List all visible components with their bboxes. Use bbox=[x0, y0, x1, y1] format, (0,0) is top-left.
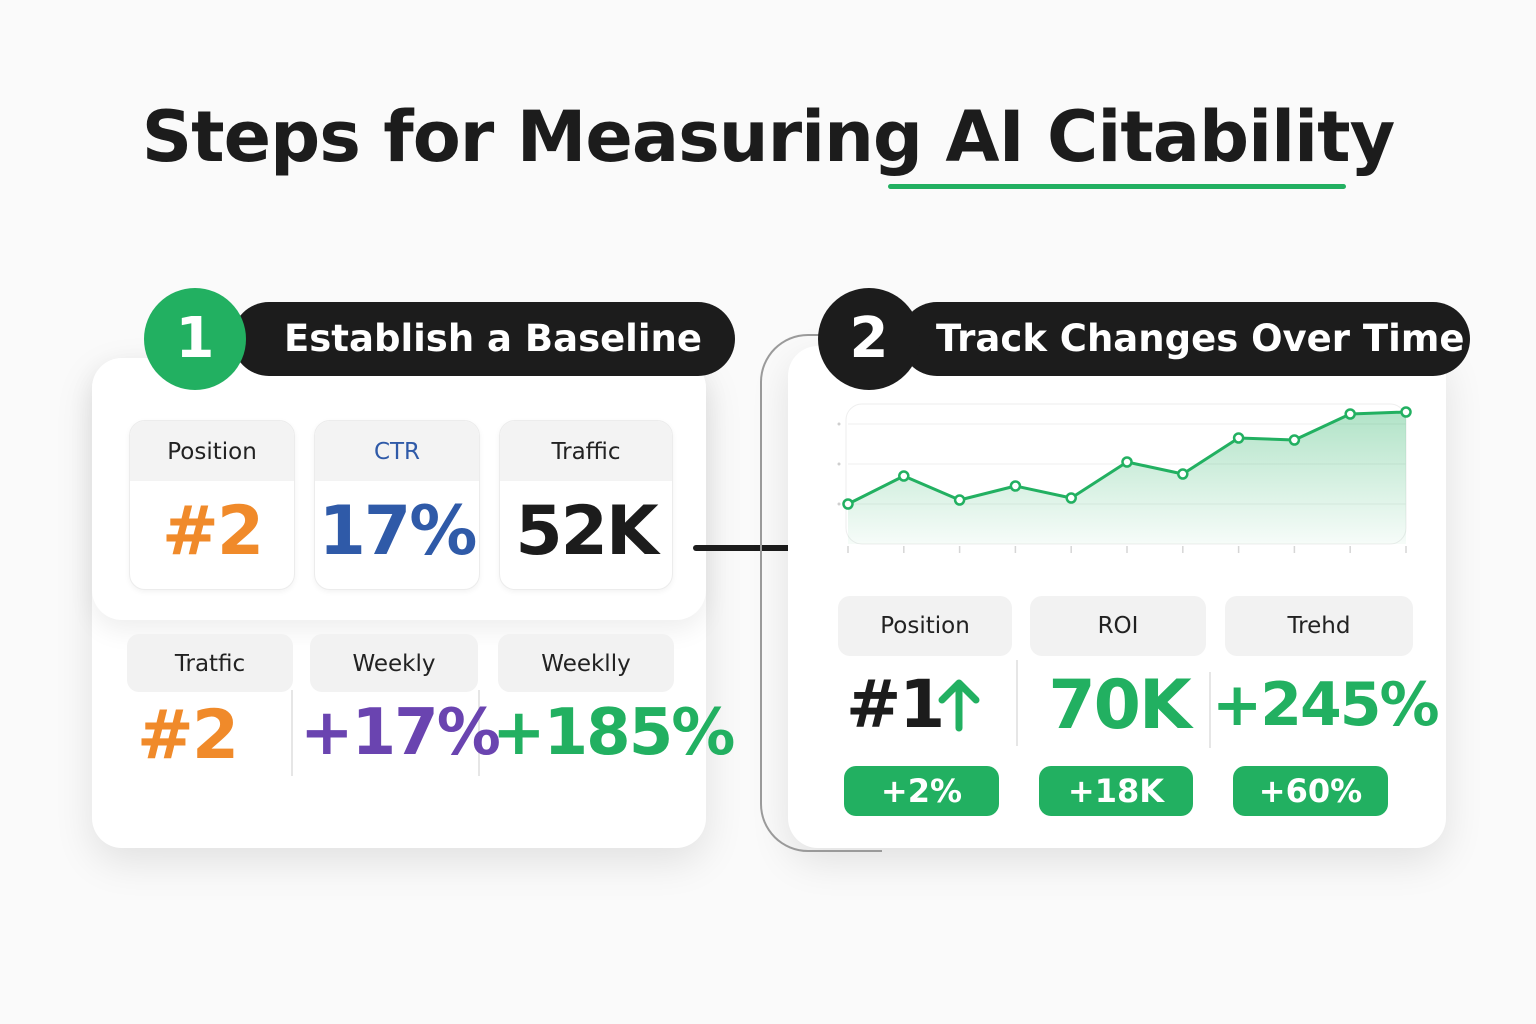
step2-number-badge: 2 bbox=[818, 288, 920, 390]
step2-label-pill: Track Changes Over Time bbox=[900, 302, 1470, 376]
chart-area-fill bbox=[848, 412, 1406, 544]
chart-point bbox=[898, 470, 910, 482]
tile-value: #2 bbox=[161, 492, 264, 571]
change-badge: +18K bbox=[1039, 766, 1193, 816]
tracking-value: 70K bbox=[1048, 666, 1191, 745]
tile-label: Position bbox=[130, 421, 294, 481]
tracking-value: +245% bbox=[1212, 670, 1440, 740]
baseline-col-label: Tratfic bbox=[127, 634, 293, 692]
arrow-up-icon bbox=[938, 679, 980, 732]
tile-value: 17% bbox=[318, 492, 478, 571]
chart-point bbox=[1288, 434, 1301, 446]
baseline-value: #2 bbox=[136, 696, 239, 775]
chart-point bbox=[1344, 408, 1356, 420]
chart-point bbox=[1065, 492, 1077, 504]
chart-point bbox=[1177, 468, 1189, 480]
baseline-value: +185% bbox=[492, 696, 735, 770]
tile-label: CTR bbox=[315, 421, 479, 481]
chart-y-tick bbox=[837, 462, 841, 466]
baseline-col-label: Weekly bbox=[310, 634, 478, 692]
chart-y-tick bbox=[837, 422, 841, 426]
chart-point bbox=[842, 498, 854, 510]
tracking-col-label: Position bbox=[838, 596, 1012, 656]
chart-point bbox=[1121, 456, 1133, 468]
column-divider bbox=[478, 690, 480, 776]
change-badge: +2% bbox=[844, 766, 999, 816]
baseline-value: +17% bbox=[300, 696, 501, 770]
column-divider bbox=[1016, 660, 1018, 746]
chart-point bbox=[953, 494, 966, 506]
baseline-ctr-tile: CTR 17% bbox=[314, 420, 480, 590]
tracking-col-label: ROI bbox=[1030, 596, 1206, 656]
step1-number-badge: 1 bbox=[144, 288, 246, 390]
trend-chart bbox=[837, 403, 1412, 553]
baseline-col-label: Weeklly bbox=[498, 634, 674, 692]
page-title: Steps for Measuring AI Citability bbox=[141, 96, 1395, 178]
tile-value: 52K bbox=[515, 492, 658, 571]
baseline-traffic-tile: Traffic 52K bbox=[499, 420, 673, 590]
column-divider bbox=[1209, 672, 1211, 748]
chart-point bbox=[1400, 406, 1412, 418]
tile-label: Traffic bbox=[500, 421, 672, 481]
chart-point bbox=[1009, 480, 1022, 492]
chart-point bbox=[1232, 432, 1245, 444]
tracking-value: #1 bbox=[846, 666, 945, 743]
change-badge: +60% bbox=[1233, 766, 1388, 816]
chart-y-tick bbox=[837, 502, 841, 506]
column-divider bbox=[291, 690, 293, 776]
tracking-col-label: Trehd bbox=[1225, 596, 1413, 656]
baseline-position-tile: Position #2 bbox=[129, 420, 295, 590]
step2-label: Track Changes Over Time bbox=[936, 317, 1465, 360]
step1-label-pill: Establish a Baseline bbox=[232, 302, 735, 376]
title-underline bbox=[888, 184, 1346, 189]
step1-label: Establish a Baseline bbox=[284, 317, 702, 360]
